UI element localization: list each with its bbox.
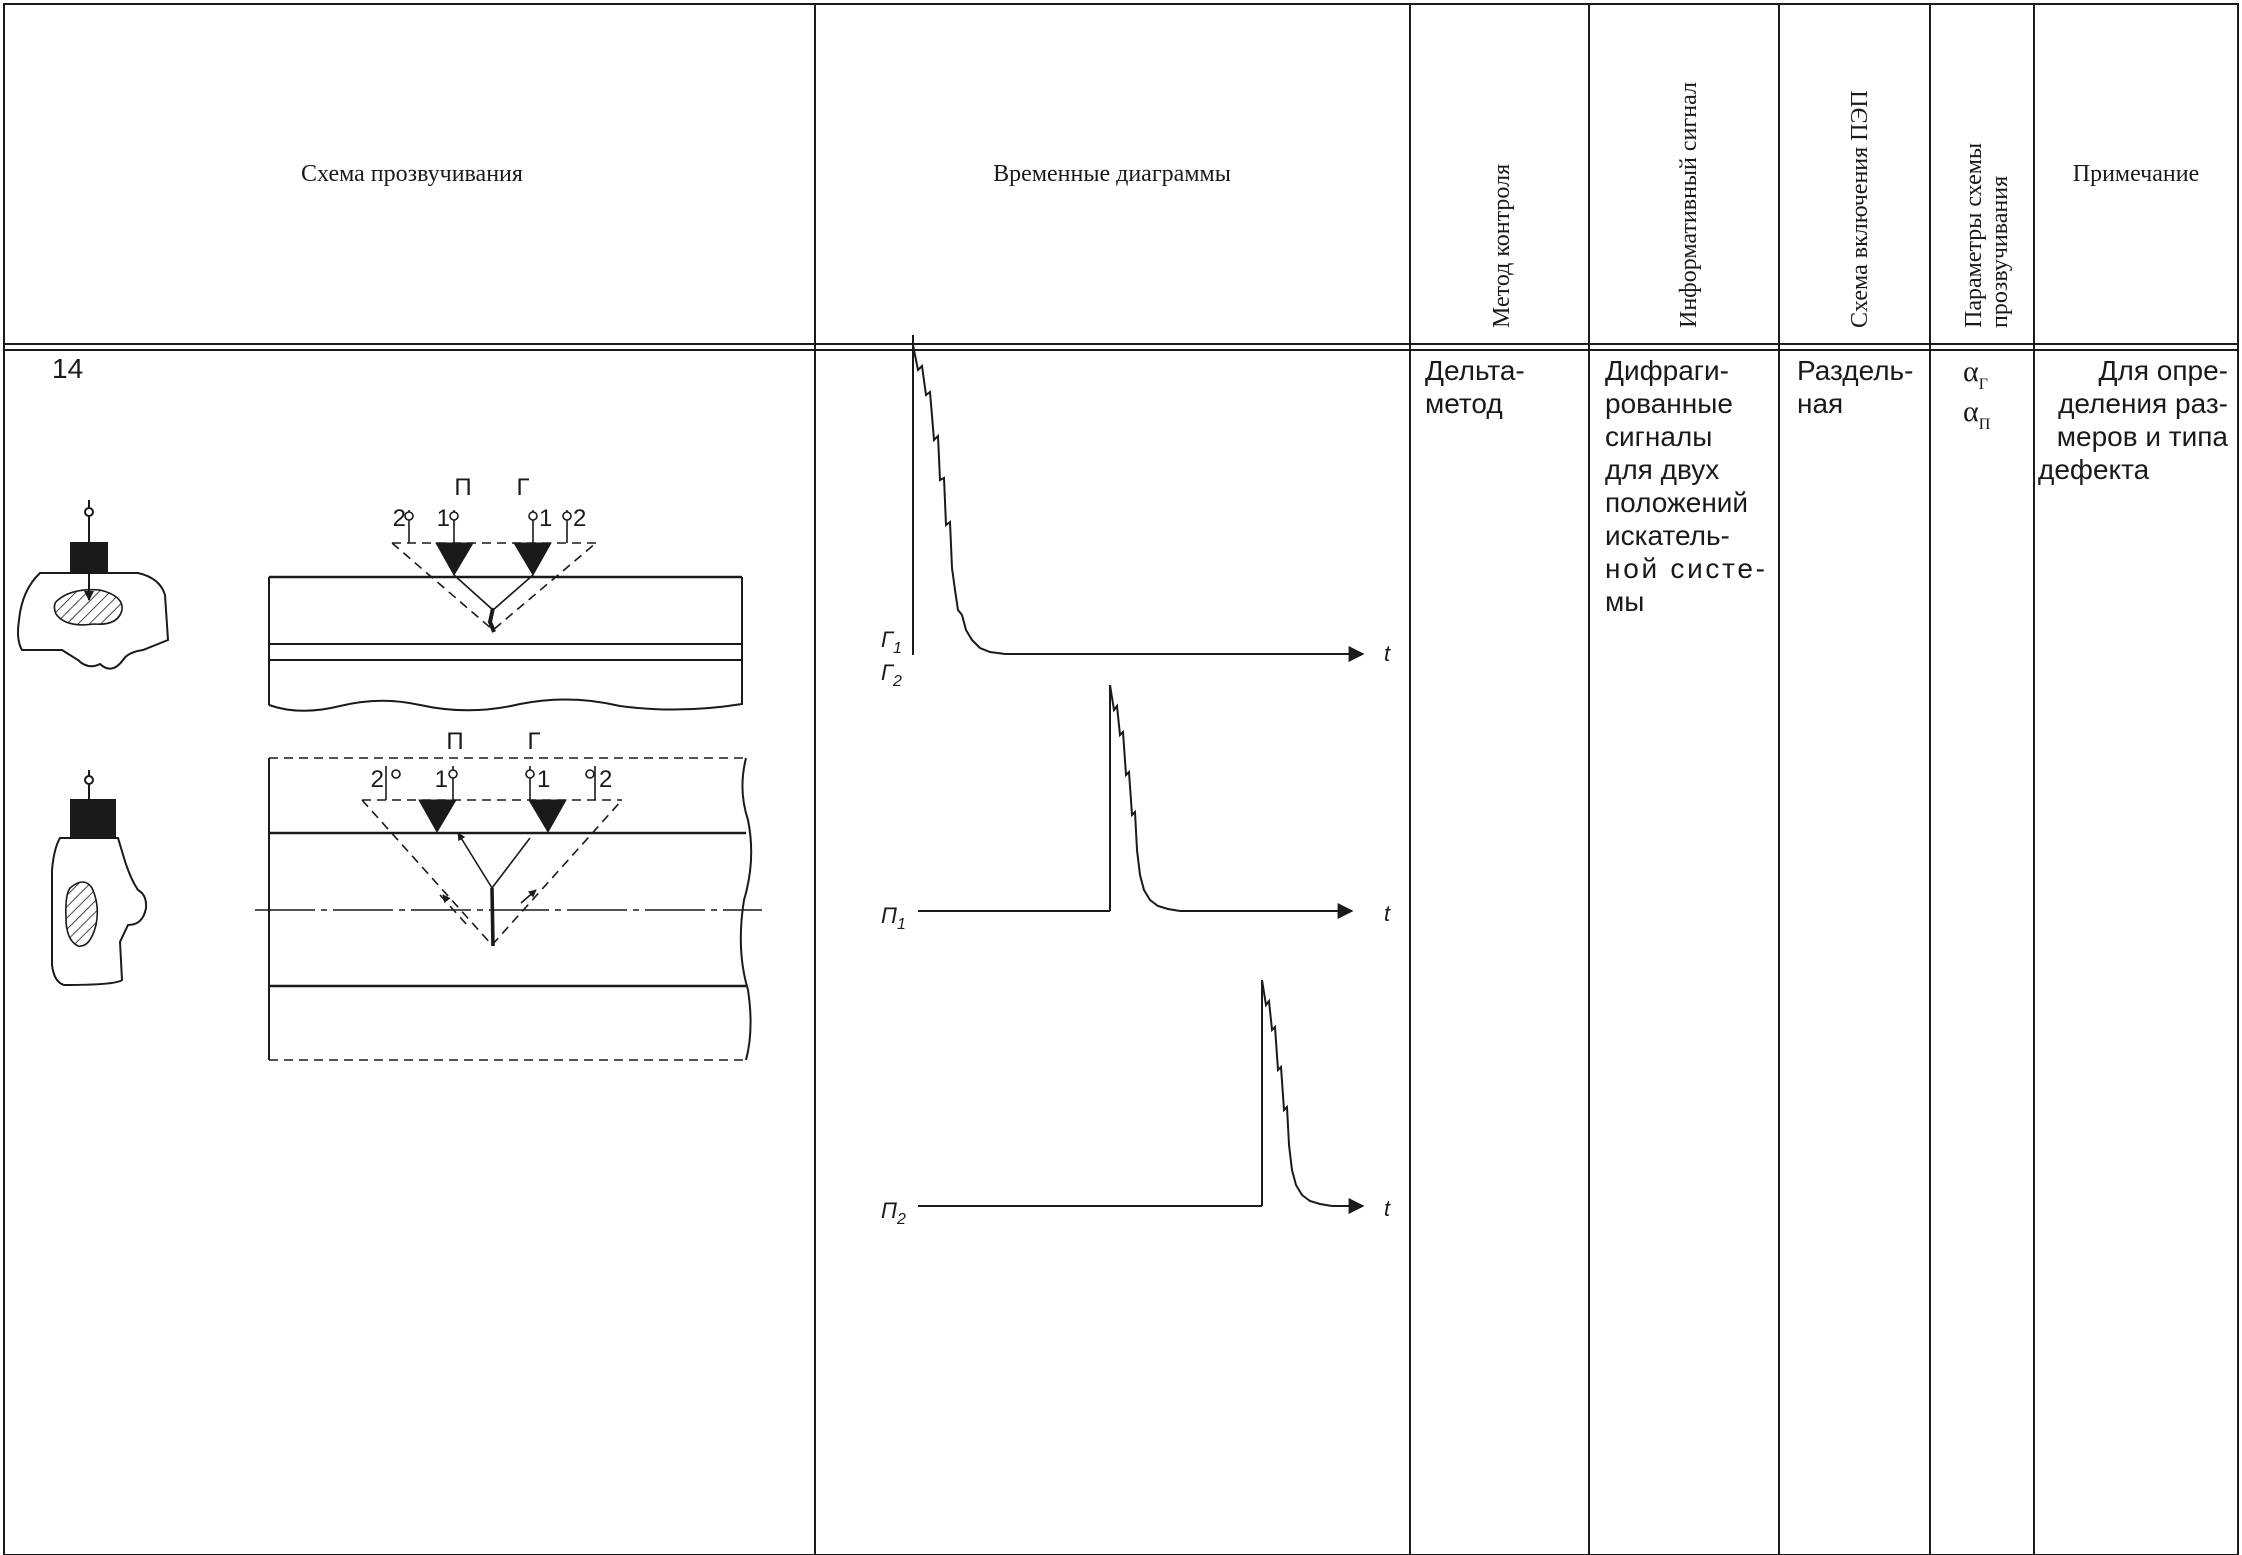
axis-label-t: t [1384,641,1391,666]
rail-cross-section-bottom [51,770,148,987]
header-connection: Схема включения ПЭП [1847,90,1873,328]
signal-line: рованные [1605,388,1733,419]
header-params-line1: Параметры схемы [1961,143,1987,328]
row-number: 14 [52,353,83,384]
signal-line: сигналы [1605,421,1712,452]
signal-line: ной систе- [1605,553,1765,584]
header-timing: Временные диаграммы [993,161,1231,187]
timing-trace-g [912,335,1365,662]
trace-label-g1: Г1 [881,627,902,657]
signal-line: Дифраги- [1605,355,1729,386]
method-cell: Дельта- метод [1425,355,1525,419]
note-line: дефекта [2038,454,2150,485]
label-generator-top: Г [517,474,530,501]
trace-label-p2: П2 [881,1198,906,1228]
signal-line: искатель- [1605,520,1730,551]
trace-label-p1: П1 [881,903,906,933]
rail-cross-section-top [17,500,170,670]
label-receiver-bottom: П [446,728,463,755]
header-scheme: Схема прозвучивания [301,161,523,187]
label-pos2-right-bottom: 2 [599,766,612,793]
note-cell: Для опре- деления раз- меров и типа дефе… [2038,355,2228,485]
connection-cell: Раздель- ная [1797,355,1913,419]
note-line: деления раз- [2058,388,2228,419]
header-note: Примечание [2073,161,2199,187]
note-line: Для опре- [2099,355,2228,386]
signal-line: положений [1605,487,1748,518]
param-alpha-p: αП [1963,395,1991,433]
connection-line: Раздель- [1797,355,1913,386]
label-pos2-left-top: 2 [393,505,406,532]
header-signal: Информативный сигнал [1676,82,1702,328]
signal-line: мы [1605,586,1644,617]
method-line: метод [1425,388,1503,419]
label-pos1-right-top: 1 [539,505,552,532]
label-pos2-left-bottom: 2 [371,766,384,793]
table-grid [3,3,2239,1555]
header-params-line2: прозвучивания [1987,176,2013,328]
param-alpha-g: αГ [1963,355,1988,393]
timing-trace-p2 [918,979,1365,1214]
note-line: меров и типа [2057,421,2229,452]
sounding-scheme-top [268,510,743,712]
signal-cell: Дифраги- рованные сигналы для двух полож… [1605,355,1765,617]
label-pos1-left-top: 1 [437,505,450,532]
params-cell: αГ αП [1963,355,1991,433]
axis-label-t: t [1384,901,1391,926]
label-pos1-right-bottom: 1 [537,766,550,793]
header-method: Метод контроля [1489,164,1515,328]
label-pos1-left-bottom: 1 [435,766,448,793]
method-line: Дельта- [1425,355,1525,386]
connection-line: ная [1797,388,1843,419]
signal-line: для двух [1605,454,1719,485]
label-receiver-top: П [454,474,471,501]
label-pos2-right-top: 2 [573,505,586,532]
sounding-scheme-bottom [255,757,762,1061]
trace-label-g2: Г2 [881,660,902,690]
axis-label-t: t [1384,1196,1391,1221]
timing-trace-p1 [918,684,1354,919]
label-generator-bottom: Г [528,728,541,755]
